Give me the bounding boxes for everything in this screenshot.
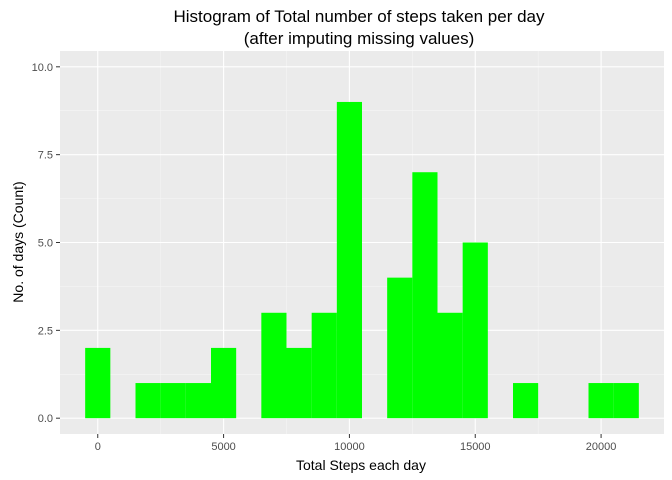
histogram-bar: [185, 383, 211, 419]
y-axis-title: No. of days (Count): [10, 181, 26, 302]
y-tick-label: 7.5: [38, 150, 53, 162]
x-tick-label: 10000: [334, 441, 365, 453]
histogram-bar: [437, 312, 463, 419]
histogram-bar: [261, 312, 287, 419]
chart-title: Histogram of Total number of steps taken…: [173, 7, 545, 26]
y-tick-label: 0.0: [38, 413, 53, 425]
histogram-bar: [311, 312, 337, 419]
histogram-bar: [85, 347, 111, 419]
histogram-bar: [588, 383, 614, 419]
x-tick-label: 20000: [586, 441, 617, 453]
histogram-bar: [135, 383, 161, 419]
plot-area: 0 5000 10000 15000 20000 0.0 2.5 5.0 7.5 10.0: [32, 51, 664, 453]
x-tick-label: 15000: [460, 441, 491, 453]
y-tick-label: 2.5: [38, 325, 53, 337]
histogram-bar: [160, 383, 186, 419]
histogram-bar: [387, 277, 413, 419]
histogram-bar: [513, 383, 539, 419]
histogram-bar: [613, 383, 639, 419]
x-tick-label: 0: [95, 441, 101, 453]
histogram-bar: [286, 347, 312, 419]
x-axis-title: Total Steps each day: [296, 457, 426, 473]
y-tick-label: 5.0: [38, 238, 53, 250]
chart-subtitle: (after imputing missing values): [244, 29, 475, 48]
x-tick-label: 5000: [211, 441, 235, 453]
histogram-bar: [462, 242, 488, 419]
histogram-bar: [412, 172, 438, 419]
histogram-bar: [336, 101, 362, 419]
y-tick-label: 10.0: [32, 62, 53, 74]
histogram-bar: [211, 347, 237, 419]
